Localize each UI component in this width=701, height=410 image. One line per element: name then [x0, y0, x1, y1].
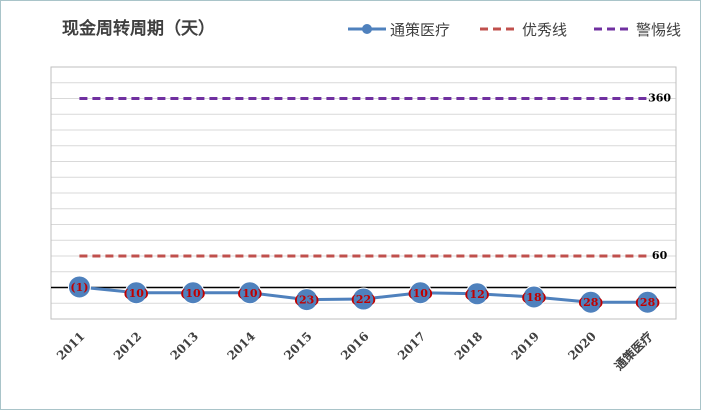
data-label: (1)	[70, 281, 88, 294]
ref-label-good: 60	[652, 249, 668, 262]
x-tick-label: 2017	[395, 329, 429, 363]
data-point	[295, 288, 319, 312]
x-tick-label: 2019	[509, 329, 543, 363]
legend-label-good: 优秀线	[522, 21, 567, 39]
x-tick-label: 2016	[338, 329, 372, 363]
data-label: (12)	[464, 288, 490, 301]
chart-title: 现金周转周期（天）	[62, 18, 215, 39]
data-point	[465, 282, 489, 306]
data-label: (23)	[294, 294, 320, 307]
data-point	[67, 275, 91, 299]
data-label: (10)	[180, 287, 206, 300]
data-label: (10)	[123, 287, 149, 300]
data-point	[579, 290, 603, 314]
data-point	[636, 290, 660, 314]
data-label: (28)	[635, 296, 661, 309]
data-label: (10)	[237, 287, 263, 300]
legend-label-main: 通策医疗	[390, 21, 450, 39]
legend-item-good: 优秀线	[480, 21, 567, 39]
x-tick-label: 2014	[224, 329, 258, 363]
legend-item-warn: 警惕线	[594, 21, 681, 39]
legend-item-main: 通策医疗	[348, 21, 450, 39]
plot-border	[50, 66, 677, 320]
data-label: (28)	[578, 296, 604, 309]
x-tick-label: 2012	[111, 329, 145, 363]
data-point	[352, 287, 375, 311]
x-tick-label: 通策医疗	[611, 329, 656, 374]
legend-label-warn: 警惕线	[636, 21, 681, 39]
x-tick-label: 2011	[54, 329, 88, 363]
data-point	[181, 281, 205, 305]
legend: 通策医疗 优秀线 警惕线	[348, 21, 681, 39]
x-tick-label: 2018	[452, 329, 486, 363]
x-tick-label: 2020	[565, 329, 599, 363]
x-tick-label: 2015	[281, 329, 315, 363]
ref-label-warn: 360	[648, 92, 671, 105]
data-point	[124, 281, 148, 305]
data-label: (18)	[521, 291, 547, 304]
data-label: (10)	[407, 287, 433, 300]
data-point	[522, 285, 546, 309]
data-point	[408, 281, 432, 305]
plot-area: 360 60 (1) (10) (10) (10) (23) (22) (10) (12) (18)…	[50, 66, 677, 374]
x-tick-label: 2013	[168, 329, 202, 363]
data-label: (22)	[351, 293, 377, 306]
data-point	[238, 281, 262, 305]
